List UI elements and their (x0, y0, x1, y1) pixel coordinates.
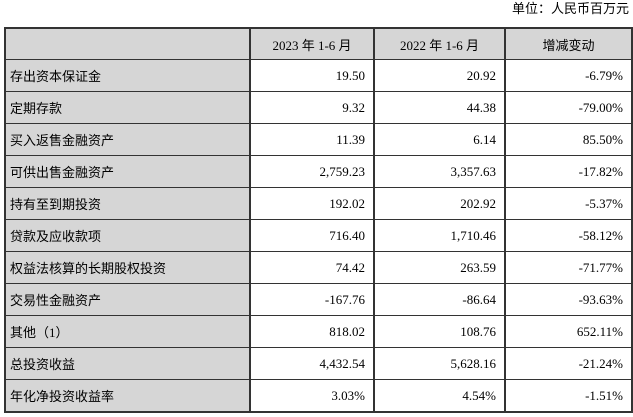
value-change: -5.37% (504, 187, 633, 220)
value-2022: 44.38 (373, 91, 506, 124)
value-change: 652.11% (504, 315, 633, 348)
table-row: 定期存款 9.32 44.38 -79.00% (4, 91, 633, 124)
header-cell-2022: 2022 年 1-6 月 (373, 27, 506, 60)
value-change: 85.50% (504, 123, 633, 156)
header-cell-change: 增减变动 (504, 27, 633, 60)
table-row: 存出资本保证金 19.50 20.92 -6.79% (4, 59, 633, 92)
header-row: 2023 年 1-6 月 2022 年 1-6 月 增减变动 (4, 27, 633, 60)
value-2022: 108.76 (373, 315, 506, 348)
table-body: 存出资本保证金 19.50 20.92 -6.79% 定期存款 9.32 44.… (4, 59, 633, 413)
table-row: 贷款及应收款项 716.40 1,710.46 -58.12% (4, 219, 633, 252)
value-2022: 6.14 (373, 123, 506, 156)
value-2023: 11.39 (249, 123, 375, 156)
row-label: 交易性金融资产 (4, 283, 251, 316)
table-row: 可供出售金融资产 2,759.23 3,357.63 -17.82% (4, 155, 633, 188)
row-label: 权益法核算的长期股权投资 (4, 251, 251, 284)
value-2023: 818.02 (249, 315, 375, 348)
row-label: 定期存款 (4, 91, 251, 124)
value-2022: 5,628.16 (373, 347, 506, 380)
header-cell-2023: 2023 年 1-6 月 (249, 27, 375, 60)
row-label: 贷款及应收款项 (4, 219, 251, 252)
value-2023: 3.03% (249, 379, 375, 413)
table-row: 总投资收益 4,432.54 5,628.16 -21.24% (4, 347, 633, 380)
header-cell-label (4, 27, 251, 60)
value-2022: 3,357.63 (373, 155, 506, 188)
value-2023: 192.02 (249, 187, 375, 220)
table-header: 2023 年 1-6 月 2022 年 1-6 月 增减变动 (4, 27, 633, 60)
value-2023: -167.76 (249, 283, 375, 316)
value-2022: 202.92 (373, 187, 506, 220)
investment-income-table: 2023 年 1-6 月 2022 年 1-6 月 增减变动 存出资本保证金 1… (4, 27, 633, 413)
value-2022: 4.54% (373, 379, 506, 413)
row-label: 年化净投资收益率 (4, 379, 251, 413)
value-2023: 19.50 (249, 59, 375, 92)
row-label: 其他（1） (4, 315, 251, 348)
table-row: 交易性金融资产 -167.76 -86.64 -93.63% (4, 283, 633, 316)
value-2022: -86.64 (373, 283, 506, 316)
row-label: 可供出售金融资产 (4, 155, 251, 188)
table-row: 持有至到期投资 192.02 202.92 -5.37% (4, 187, 633, 220)
row-label: 持有至到期投资 (4, 187, 251, 220)
row-label: 买入返售金融资产 (4, 123, 251, 156)
value-change: -58.12% (504, 219, 633, 252)
row-label: 存出资本保证金 (4, 59, 251, 92)
table-row: 买入返售金融资产 11.39 6.14 85.50% (4, 123, 633, 156)
value-change: -79.00% (504, 91, 633, 124)
value-change: -21.24% (504, 347, 633, 380)
table-row: 其他（1） 818.02 108.76 652.11% (4, 315, 633, 348)
unit-label: 单位：人民币百万元 (511, 1, 629, 16)
value-change: -6.79% (504, 59, 633, 92)
value-change: -17.82% (504, 155, 633, 188)
value-2022: 263.59 (373, 251, 506, 284)
value-2023: 4,432.54 (249, 347, 375, 380)
value-change: -71.77% (504, 251, 633, 284)
value-2023: 716.40 (249, 219, 375, 252)
value-2023: 9.32 (249, 91, 375, 124)
table-row: 权益法核算的长期股权投资 74.42 263.59 -71.77% (4, 251, 633, 284)
value-2023: 2,759.23 (249, 155, 375, 188)
table-row: 年化净投资收益率 3.03% 4.54% -1.51% (4, 379, 633, 413)
value-change: -93.63% (504, 283, 633, 316)
row-label: 总投资收益 (4, 347, 251, 380)
value-change: -1.51% (504, 379, 633, 413)
value-2022: 1,710.46 (373, 219, 506, 252)
value-2023: 74.42 (249, 251, 375, 284)
value-2022: 20.92 (373, 59, 506, 92)
